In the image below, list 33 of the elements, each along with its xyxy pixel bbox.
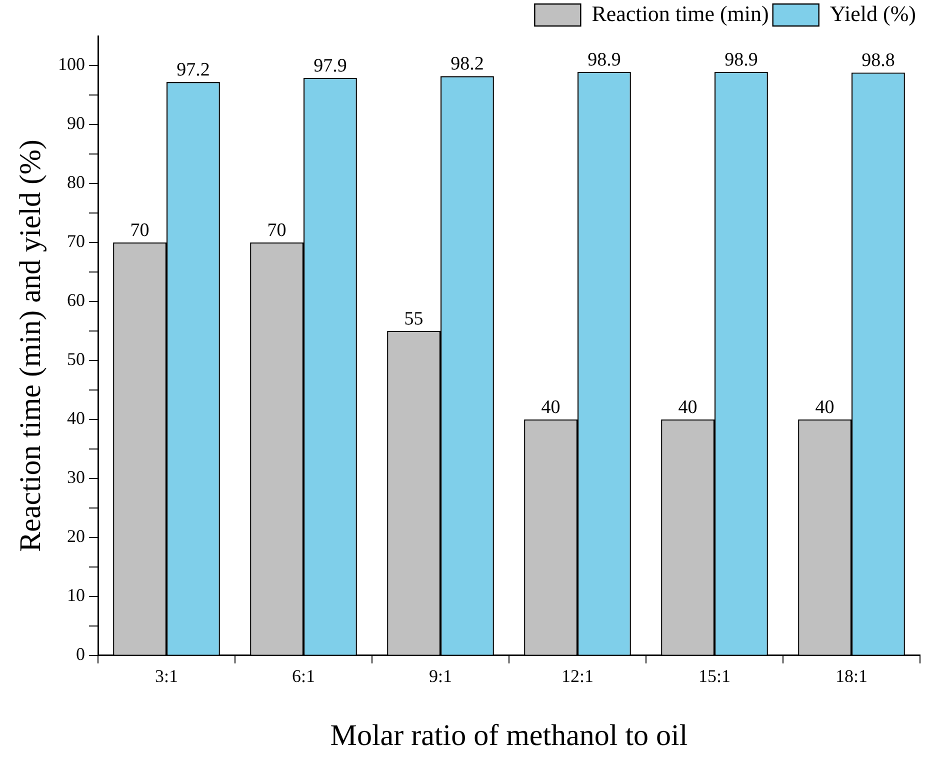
data-label: 70 — [130, 220, 150, 241]
y-tick-label: 0 — [76, 644, 85, 664]
legend-label: Yield (%) — [830, 0, 916, 26]
y-tick-label: 100 — [58, 54, 85, 74]
y-tick-label: 80 — [67, 172, 85, 192]
y-tick-label: 70 — [67, 231, 85, 252]
x-tick-label: 6:1 — [292, 666, 316, 686]
x-tick-label: 18:1 — [835, 666, 868, 686]
data-label: 98.2 — [450, 54, 484, 75]
data-label: 70 — [267, 220, 286, 241]
y-tick-label: 90 — [67, 113, 85, 134]
x-tick-label: 3:1 — [154, 666, 178, 686]
data-label: 40 — [815, 396, 834, 418]
x-tick-label: 15:1 — [698, 666, 731, 686]
y-axis-title: Reaction time (min) and yield (%) — [14, 140, 47, 552]
legend-label: Reaction time (min) — [592, 0, 769, 26]
data-label: 40 — [541, 396, 560, 418]
data-label: 98.9 — [588, 49, 621, 70]
data-label: 98.9 — [724, 49, 758, 70]
data-label: 55 — [404, 308, 424, 330]
data-label: 97.9 — [314, 55, 347, 76]
y-tick-label: 20 — [67, 526, 85, 546]
data-label: 40 — [678, 396, 698, 418]
x-tick-label: 12:1 — [561, 666, 594, 686]
data-label: 98.8 — [862, 50, 895, 72]
x-tick-label: 9:1 — [428, 666, 452, 686]
y-tick-label: 30 — [67, 467, 85, 488]
y-tick-label: 40 — [67, 408, 85, 428]
x-axis-title: Molar ratio of methanol to oil — [330, 718, 688, 752]
data-label: 97.2 — [176, 59, 210, 80]
y-tick-label: 10 — [67, 585, 85, 606]
y-tick-label: 50 — [67, 349, 85, 370]
y-tick-label: 60 — [67, 290, 85, 310]
